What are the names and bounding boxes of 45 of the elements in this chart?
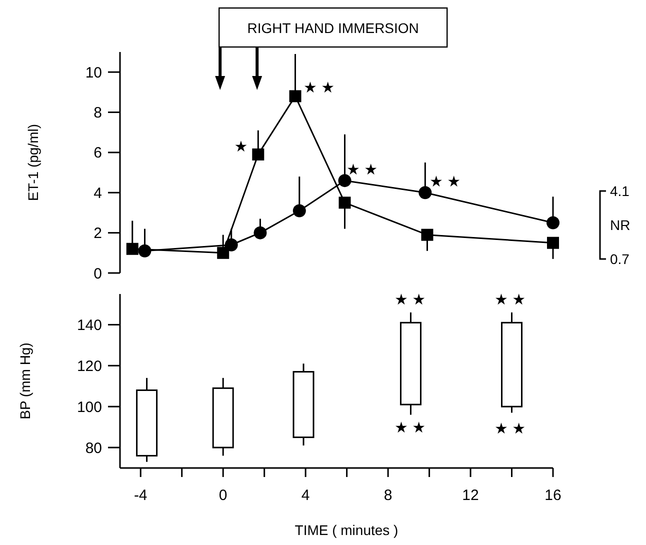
x-axis-title: TIME ( minutes )	[294, 522, 398, 538]
point	[421, 228, 434, 241]
y-tick-label: 120	[76, 358, 102, 375]
y-axis-title: ET-1 (pg/ml)	[25, 124, 41, 202]
point	[252, 148, 264, 160]
point	[292, 204, 306, 218]
point	[338, 196, 351, 209]
point	[547, 236, 559, 249]
x-tick-label: 8	[384, 487, 392, 504]
annotation: ★ ★	[429, 173, 461, 190]
point	[224, 238, 238, 252]
annotation: ★ ★	[394, 291, 426, 308]
annotation: ★	[234, 138, 248, 156]
text: 0.7	[610, 250, 630, 267]
annotation: ★ ★	[394, 419, 426, 436]
x-tick-label: 0	[218, 487, 228, 504]
x-tick-label: 12	[462, 487, 479, 504]
y-tick-label: 80	[85, 440, 102, 457]
x-tick-label: 16	[544, 487, 562, 504]
point	[126, 242, 138, 255]
annotation: ★ ★	[494, 291, 526, 308]
annotation: ★ ★	[303, 79, 335, 96]
text: NR	[610, 216, 630, 233]
y-tick-label: 6	[94, 144, 102, 162]
point	[546, 216, 560, 230]
y-tick-label: 100	[76, 398, 102, 416]
annotation: ★ ★	[494, 420, 526, 438]
annotation: ★ ★	[346, 161, 378, 178]
x-tick-label: 4	[301, 487, 310, 504]
point	[338, 174, 352, 188]
y-tick-label: 4	[94, 184, 102, 202]
y-tick-label: 140	[76, 316, 102, 334]
y-axis-title: BP (mm Hg)	[17, 342, 33, 420]
point	[289, 90, 302, 102]
y-tick-label: 10	[85, 64, 102, 82]
point	[138, 244, 152, 258]
y-tick-label: 8	[94, 104, 102, 122]
text: 4.1	[610, 182, 630, 199]
point	[254, 226, 267, 240]
y-tick-label: 0	[94, 265, 102, 282]
point	[418, 186, 432, 200]
x-tick-label: -4	[134, 487, 148, 504]
y-tick-label: 2	[94, 225, 102, 242]
chart-title: RIGHT HAND IMMERSION	[247, 20, 419, 36]
point	[217, 246, 230, 259]
